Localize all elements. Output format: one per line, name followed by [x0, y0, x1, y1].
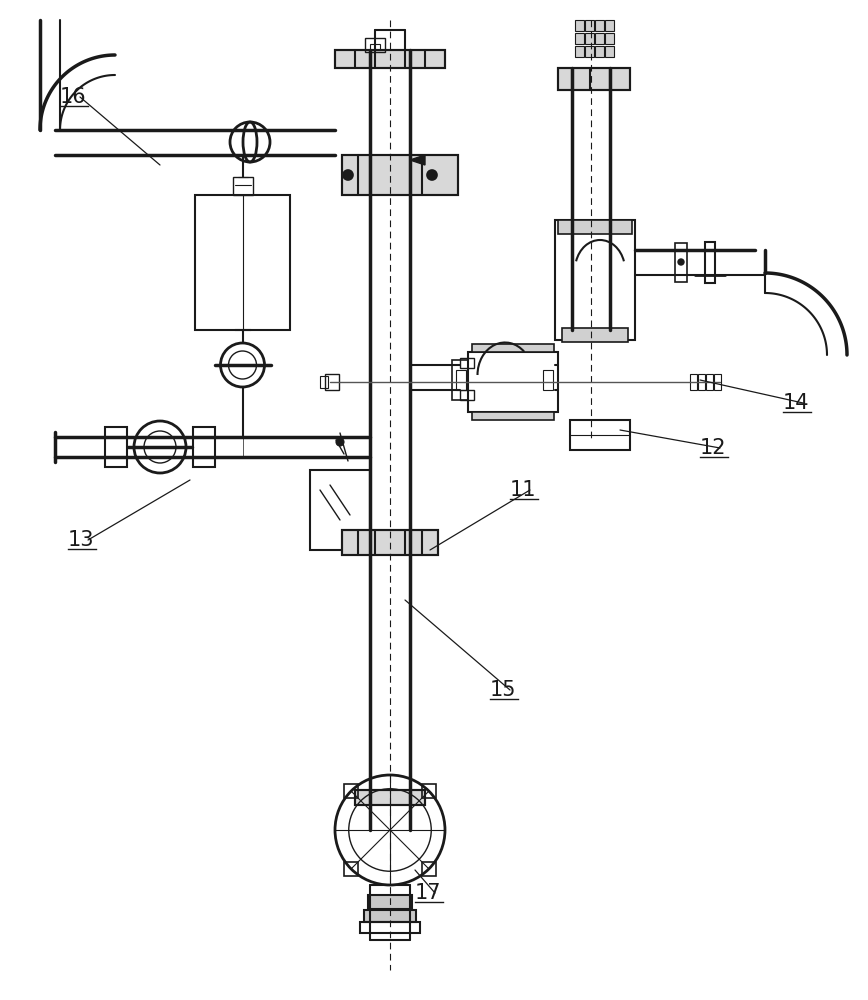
Bar [370, 44, 380, 50]
Bar [342, 155, 458, 195]
Polygon shape [410, 155, 425, 165]
Bar [558, 68, 630, 90]
Bar [472, 412, 554, 420]
Bar [193, 427, 215, 467]
Bar [422, 784, 436, 798]
Bar [342, 155, 458, 195]
Bar [690, 374, 697, 390]
Bar [355, 790, 425, 805]
Bar [344, 784, 358, 798]
Bar [195, 195, 290, 330]
Bar [456, 370, 466, 390]
Text: 13: 13 [68, 530, 95, 550]
Bar [320, 376, 328, 388]
Bar [422, 862, 436, 876]
Bar [558, 68, 630, 90]
Bar [460, 358, 474, 368]
Circle shape [427, 170, 437, 180]
Text: 12: 12 [700, 438, 727, 458]
Bar [714, 374, 721, 390]
Bar [562, 328, 628, 342]
Bar [706, 374, 713, 390]
Bar [555, 220, 635, 340]
Bar [605, 20, 614, 31]
Bar [342, 530, 438, 555]
Text: 16: 16 [60, 87, 87, 107]
Bar [355, 790, 425, 805]
Bar [575, 20, 584, 31]
Text: 11: 11 [510, 480, 536, 500]
Circle shape [678, 259, 684, 265]
Bar [585, 46, 594, 57]
Bar [595, 33, 604, 44]
Bar [595, 20, 604, 31]
Bar [558, 220, 632, 234]
Bar [233, 177, 253, 195]
Bar [365, 38, 385, 52]
Bar [698, 374, 705, 390]
Text: 17: 17 [415, 883, 442, 903]
Bar [605, 33, 614, 44]
Bar [595, 46, 604, 57]
Bar [335, 50, 445, 68]
Bar [342, 530, 438, 555]
Bar [705, 242, 715, 283]
Text: 14: 14 [783, 393, 810, 413]
Bar [364, 910, 416, 922]
Bar [325, 374, 339, 390]
Bar [468, 352, 558, 412]
Bar [368, 895, 412, 909]
Bar [452, 360, 468, 400]
Bar [472, 344, 554, 352]
Circle shape [343, 170, 353, 180]
Bar [543, 370, 553, 390]
Circle shape [336, 438, 344, 446]
Bar [585, 33, 594, 44]
Bar [310, 470, 370, 550]
Bar [360, 922, 420, 933]
Text: 15: 15 [490, 680, 516, 700]
Bar [105, 427, 127, 467]
Bar [575, 46, 584, 57]
Bar [335, 50, 445, 68]
Bar [675, 243, 687, 282]
Bar [575, 33, 584, 44]
Bar [605, 46, 614, 57]
Bar [585, 20, 594, 31]
Bar [570, 420, 630, 450]
Bar [460, 390, 474, 400]
Bar [344, 862, 358, 876]
